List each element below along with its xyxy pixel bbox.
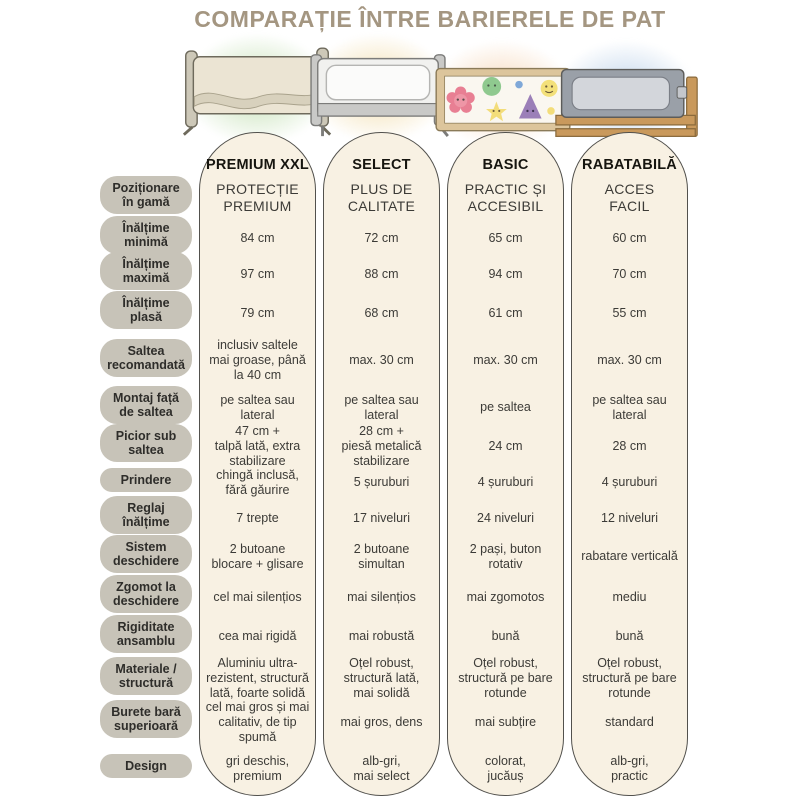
table-cell: cel mai silențios [213, 589, 302, 604]
row-label-prindere: Prindere [100, 467, 192, 492]
table-cell: max. 30 cm [473, 353, 538, 367]
table-cell: alb-gri, mai select [353, 754, 410, 783]
row-labels-column: Poziționare în gamă Înălțime minimă Înăl… [100, 172, 192, 796]
table-cell: 55 cm [612, 305, 647, 320]
table-cell: mai silențios [347, 589, 416, 604]
table-cell: bună [615, 629, 644, 643]
table-cell: max. 30 cm [597, 353, 662, 367]
table-cell: bună [491, 629, 520, 643]
table-cell: mai robustă [348, 629, 415, 643]
table-cell: Aluminiu ultra- rezistent, structură lat… [206, 656, 309, 700]
table-cell: 2 butoane simultan [353, 541, 410, 571]
table-cell: 65 cm [488, 230, 523, 245]
table-cell: 24 cm [488, 438, 523, 453]
table-cell: 7 trepte [236, 510, 279, 525]
row-label-montaj: Montaj față de saltea [100, 385, 192, 424]
table-cell: PRACTIC ȘI ACCESIBIL [464, 181, 547, 214]
table-cell: mediu [612, 589, 647, 604]
table-cell: 88 cm [364, 266, 399, 281]
table-cell: pe saltea sau lateral [220, 392, 295, 422]
flower-shape-icon [446, 86, 475, 113]
table-cell: chingă inclusă, fără găurire [216, 467, 299, 497]
basic-rail-icon [435, 67, 571, 132]
purple-triangle-icon [519, 94, 542, 119]
table-cell: PLUS DE CALITATE [347, 181, 416, 214]
table-cell: 68 cm [364, 305, 399, 320]
row-label-inaltime-maxima: Înălțime maximă [100, 252, 192, 290]
column-select: SELECT PLUS DE CALITATE 72 cm 88 cm 68 c… [323, 132, 440, 796]
table-cell: colorat, jucăuș [485, 754, 526, 783]
row-label-saltea-recomandata: Saltea recomandată [100, 338, 192, 377]
column-header: BASIC [482, 157, 529, 173]
page-title: COMPARAȚIE ÎNTRE BARIERELE DE PAT [194, 6, 666, 32]
table-cell: mai zgomotos [466, 589, 545, 604]
row-label-zgomot: Zgomot la deschidere [100, 575, 192, 613]
table-cell: 60 cm [612, 230, 647, 245]
table-cell: 61 cm [488, 305, 523, 320]
row-label-burete: Burete bară superioară [100, 700, 192, 738]
row-label-materiale: Materiale / structură [100, 656, 192, 695]
table-cell: Oțel robust, structură pe bare rotunde [582, 656, 677, 700]
table-cell: 17 niveluri [353, 510, 410, 525]
table-cell: max. 30 cm [349, 353, 414, 367]
row-label-inaltime-minima: Înălțime minimă [100, 216, 192, 254]
table-cell: 24 niveluri [477, 510, 534, 525]
table-cell: pe saltea sau lateral [344, 392, 419, 422]
table-cell: standard [605, 714, 654, 729]
table-cell: pe saltea sau lateral [592, 392, 667, 422]
row-label-rigiditate: Rigiditate ansamblu [100, 614, 192, 653]
row-label-design: Design [100, 754, 192, 778]
table-cell: gri deschis, premium [225, 754, 290, 783]
table-cell: Oțel robust, structură lată, mai solidă [343, 656, 420, 700]
row-label-picior: Picior sub saltea [100, 424, 192, 462]
column-header: RABATABILĂ [582, 157, 677, 173]
table-cell: 97 cm [240, 266, 275, 281]
table-cell: 47 cm + talpă lată, extra stabilizare [214, 423, 301, 468]
table-cell: inclusiv saltele mai groase, până la 40 … [209, 338, 306, 382]
table-cell: 12 niveluri [601, 510, 658, 525]
row-label-pozitionare: Poziționare în gamă [100, 176, 192, 214]
column-basic: BASIC PRACTIC ȘI ACCESIBIL 65 cm 94 cm 6… [447, 132, 564, 796]
column-header: SELECT [352, 157, 411, 173]
column-header: PREMIUM XXL [206, 157, 309, 173]
table-cell: 4 șuruburi [601, 475, 658, 489]
table-cell: cea mai rigidă [218, 629, 297, 643]
basic-bed-rail-illustration [430, 62, 576, 142]
table-cell: 72 cm [364, 230, 399, 245]
table-cell: pe saltea [480, 400, 531, 414]
table-cell: 84 cm [240, 230, 275, 245]
yellow-star-icon [486, 101, 507, 122]
table-cell: rabatare verticală [581, 549, 678, 563]
table-cell: mai gros, dens [340, 714, 423, 729]
column-rabatabila: RABATABILĂ ACCES FACIL 60 cm 70 cm 55 cm… [571, 132, 688, 796]
table-cell: PROTECȚIE PREMIUM [216, 181, 299, 214]
table-cell: 2 butoane blocare + glisare [211, 541, 304, 571]
column-premium-xxl: PREMIUM XXL PROTECȚIE PREMIUM 84 cm 97 c… [199, 132, 316, 796]
table-cell: 5 șuruburi [353, 475, 410, 489]
table-cell: Oțel robust, structură pe bare rotunde [458, 656, 553, 700]
row-label-inaltime-plasa: Înălțime plasă [100, 291, 192, 329]
table-cell: 28 cm [612, 438, 647, 453]
table-cell: alb-gri, practic [610, 754, 649, 783]
green-circle-face-icon [482, 77, 502, 96]
table-cell: 4 șuruburi [477, 475, 534, 489]
yellow-smiley-icon [540, 79, 558, 97]
row-label-reglaj: Reglaj înălțime [100, 496, 192, 534]
table-cell: 2 pași, buton rotativ [469, 541, 542, 571]
comparison-table: Poziționare în gamă Înălțime minimă Înăl… [100, 132, 688, 796]
table-cell: 79 cm [240, 305, 275, 320]
table-cell: mai subțire [474, 714, 537, 729]
table-cell: 94 cm [488, 266, 523, 281]
table-cell: cel mai gros și mai calitativ, de tip sp… [205, 699, 310, 744]
table-cell: 70 cm [612, 266, 647, 281]
table-cell: ACCES FACIL [604, 181, 655, 214]
table-cell: 28 cm + piesă metalică stabilizare [341, 423, 422, 468]
row-label-sistem: Sistem deschidere [100, 534, 192, 573]
